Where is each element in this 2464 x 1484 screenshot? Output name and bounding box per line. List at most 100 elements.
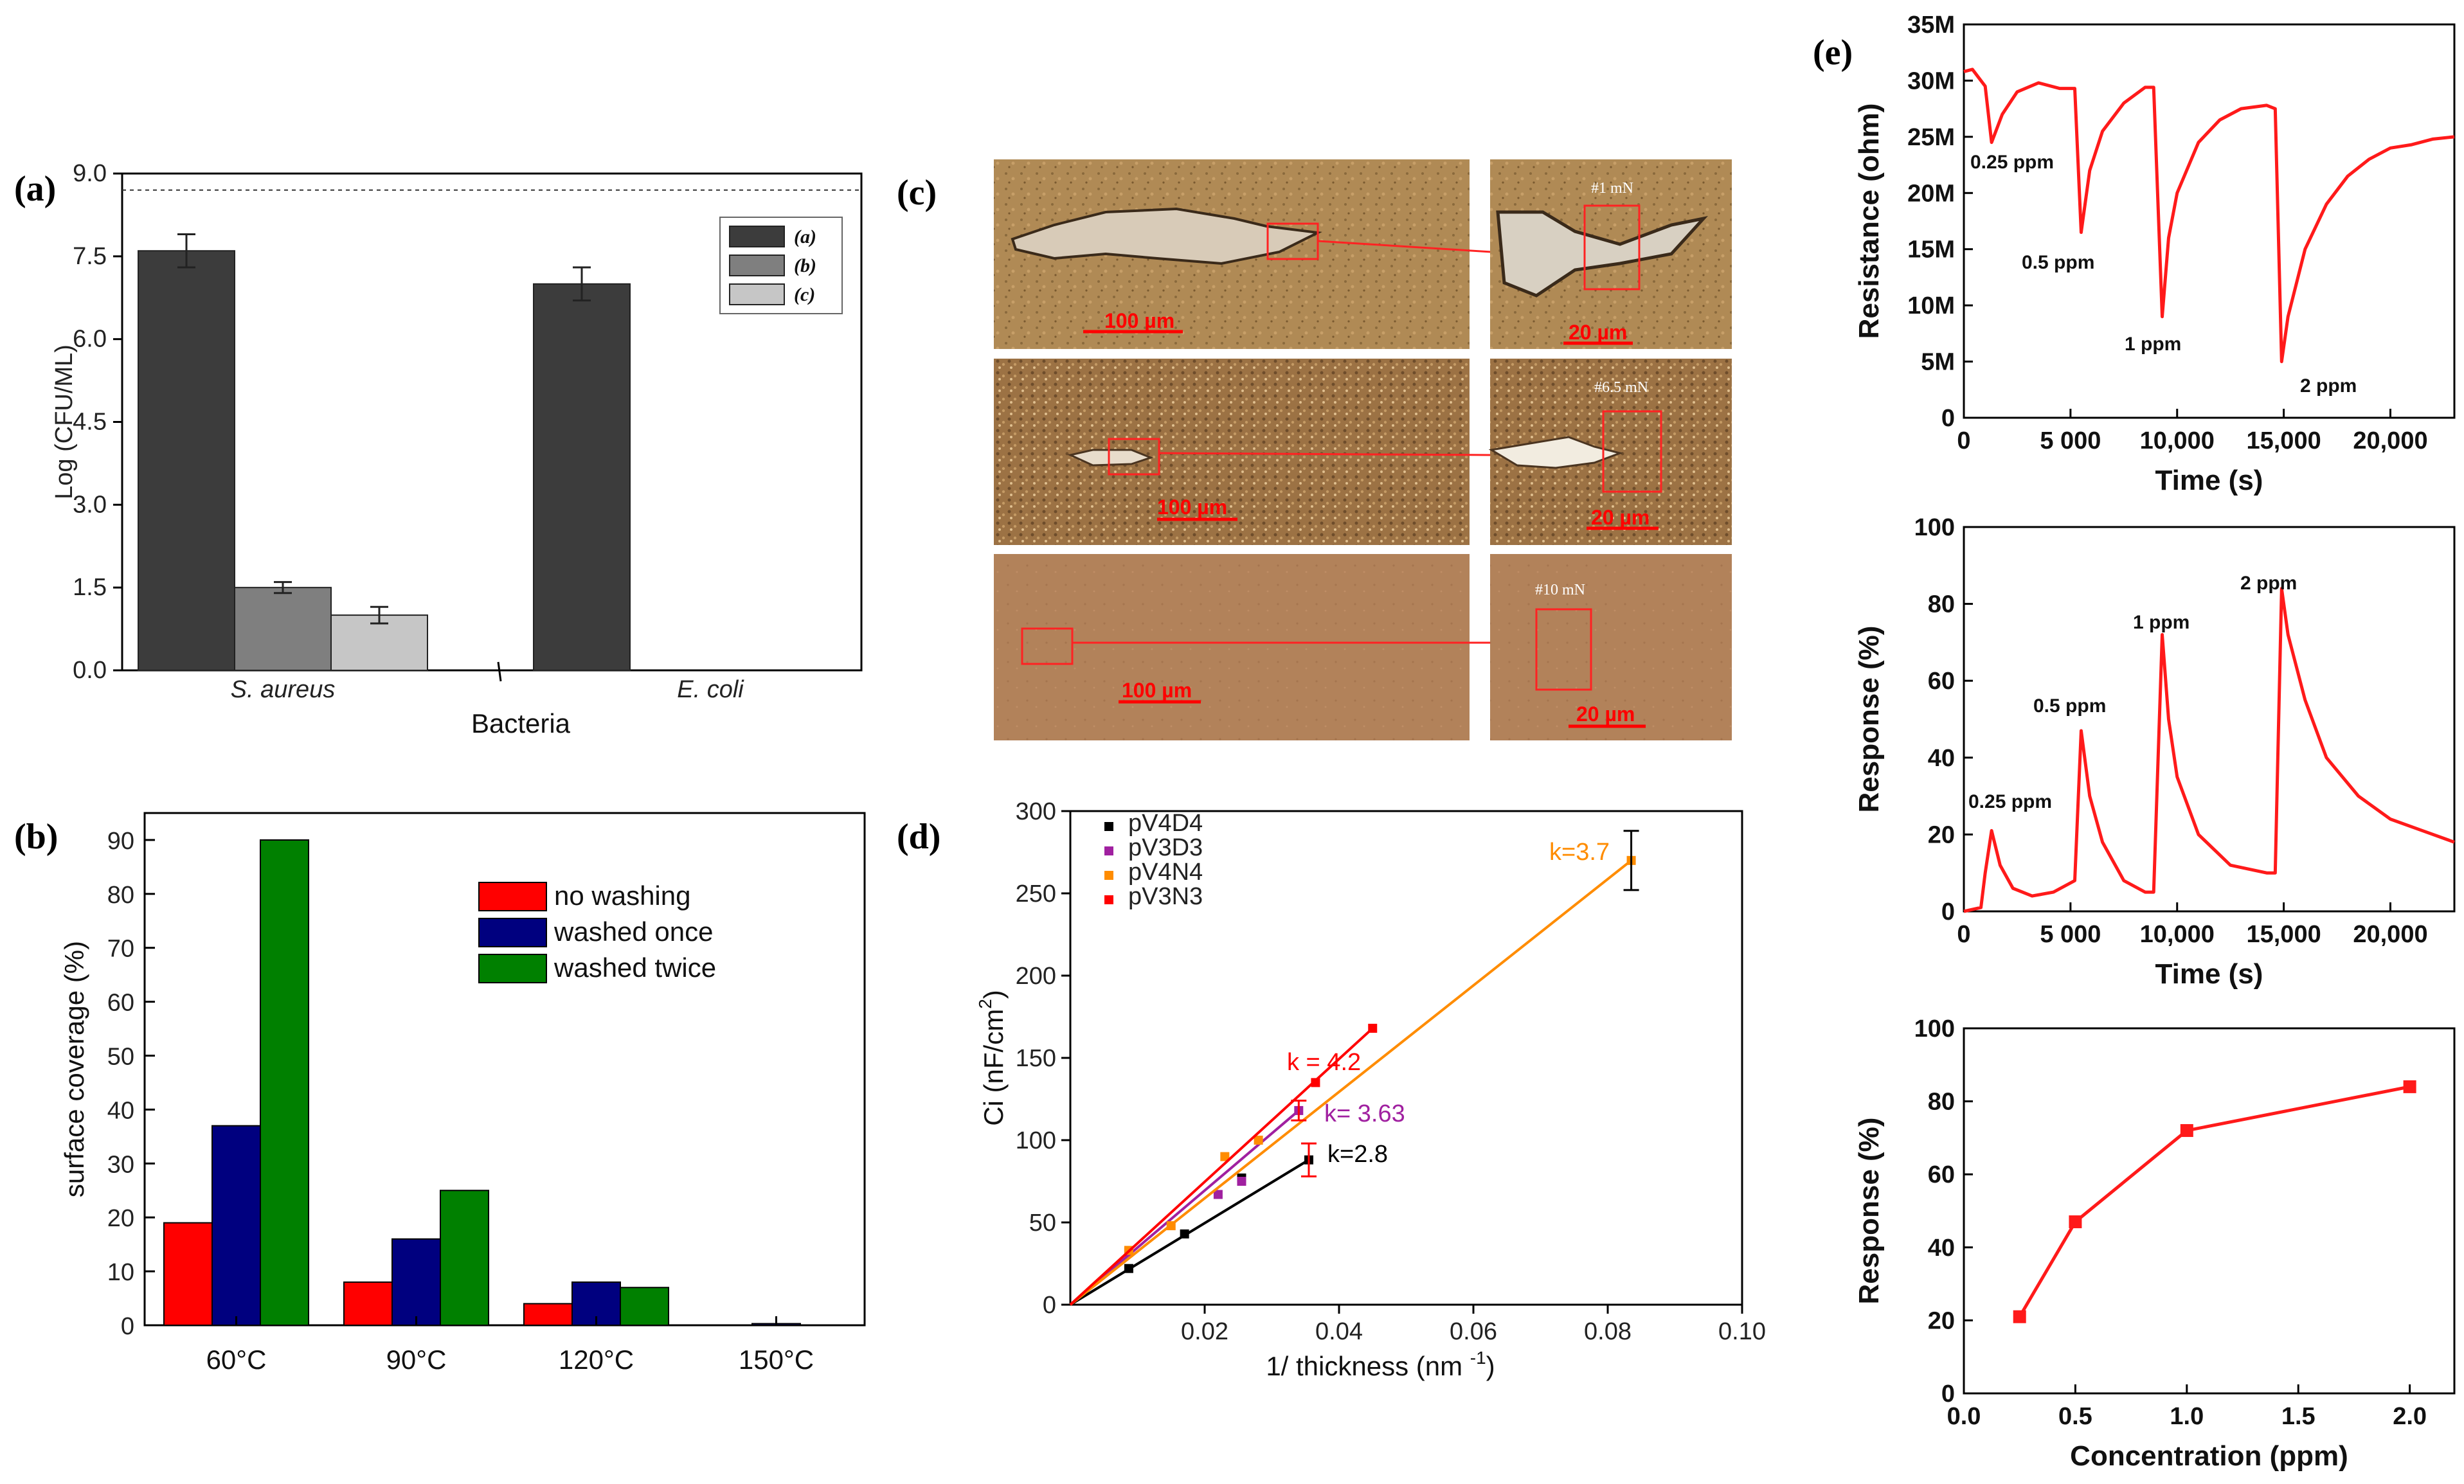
legend-label-a: (a) [794, 226, 816, 247]
panel-e-letter: (e) [1813, 33, 1853, 73]
legend-marker-d [1104, 822, 1113, 831]
y-tick-label-e1: 25M [1907, 124, 1955, 151]
legend-label-a: (b) [794, 255, 816, 276]
x-category-label-a: S. aureus [231, 676, 336, 703]
y-tick-label-a: 7.5 [73, 243, 107, 270]
point-d-pV4N4 [1254, 1136, 1263, 1145]
load-label-1: #1 mN [1591, 180, 1633, 197]
y-axis-label-e2: Response (%) [1853, 626, 1885, 813]
y-tick-label-d: 50 [1029, 1210, 1056, 1237]
panel-c-letter: (c) [897, 173, 937, 213]
zoom-region-3 [1535, 608, 1592, 691]
panel-d-letter: (d) [897, 817, 940, 857]
y-tick-label-e2: 80 [1928, 591, 1955, 618]
panel-a-letter: (a) [14, 169, 56, 209]
y-tick-label-b: 30 [107, 1151, 134, 1178]
annotation-e2: 1 ppm [2133, 612, 2190, 633]
bar-a-2 [234, 587, 332, 672]
legend-label-d: pV4D4 [1128, 810, 1203, 837]
series-line-e2 [1963, 587, 2455, 913]
legend-label-d: pV4N4 [1128, 859, 1203, 886]
bar-a-1 [138, 250, 235, 671]
scratch-zoom-2 [1488, 436, 1624, 469]
x-tick-label-e3: 1.0 [2170, 1403, 2204, 1430]
x-tick-label-e1: 5 000 [2040, 427, 2101, 454]
y-tick-label-e1: 10M [1907, 292, 1955, 319]
y-tick-label-e3: 40 [1928, 1235, 1955, 1262]
x-axis-label-a: Bacteria [471, 708, 571, 738]
scratch-track-1 [1011, 207, 1322, 265]
panel-b-letter: (b) [14, 817, 58, 857]
x-tick-label-d: 0.08 [1584, 1318, 1632, 1345]
x-axis-label-end: ) [1486, 1351, 1495, 1381]
chart-e3: 0 20 40 60 80 100 0.0 0.5 1.0 1.5 2.0 Concentration… [1853, 1015, 2456, 1472]
chart-e2: 0 20 40 60 80 100 0 5 000 10,000 15,000 20,000 Time… [1853, 514, 2456, 990]
point-e3 [2069, 1215, 2082, 1229]
plot-frame-b [143, 812, 866, 1327]
x-category-label-b: 120°C [559, 1345, 634, 1375]
legend-marker-d [1104, 895, 1113, 904]
zoom-line-1 [1317, 240, 1492, 253]
y-tick-label-e2: 0 [1941, 898, 1955, 925]
y-tick-label-b: 40 [107, 1097, 134, 1124]
y-axis-label-end: ) [978, 990, 1009, 999]
x-axis-label-sup: -1 [1470, 1348, 1486, 1368]
y-tick-label-e1: 30M [1907, 67, 1955, 94]
zoom-region-1 [1583, 204, 1641, 291]
fit-k-label-d: k=3.7 [1549, 839, 1610, 866]
plot-frame-e3 [1963, 1027, 2456, 1395]
x-tick-label-e2: 5 000 [2040, 921, 2101, 948]
x-tick-label-d: 0.10 [1718, 1318, 1766, 1345]
fit-k-label-d: k = 4.2 [1287, 1049, 1361, 1076]
zoom-region-2 [1602, 410, 1662, 493]
chart-e1: 0 5M 10M 15M 20M 25M 30M 35M 0 5 000 10,000 15,000 2… [1853, 12, 2456, 496]
x-category-label-b: 60°C [206, 1345, 267, 1375]
y-tick-label-e1: 35M [1907, 12, 1955, 39]
zoom-box-3 [1021, 627, 1074, 665]
y-tick-label-e1: 20M [1907, 180, 1955, 207]
axis-break-a [497, 661, 502, 682]
y-tick-label-e3: 20 [1928, 1307, 1955, 1334]
y-tick-label-e2: 40 [1928, 745, 1955, 772]
legend-swatch-b [478, 954, 547, 983]
x-tick-label-e2: 15,000 [2246, 921, 2321, 948]
scale-label-2-small: 20 µm [1591, 506, 1650, 529]
y-tick-label-e2: 60 [1928, 668, 1955, 695]
scale-label-1-large: 100 µm [1104, 309, 1174, 332]
annotation-e2: 0.25 ppm [1968, 791, 2052, 812]
scale-label-1-small: 20 µm [1569, 321, 1627, 344]
y-tick-label-a: 4.5 [73, 409, 107, 436]
y-axis-label-sup: 2 [975, 999, 995, 1009]
point-d-pV3N3 [1311, 1078, 1320, 1087]
point-d-pV4N4 [1220, 1152, 1230, 1161]
series-line-e1 [1963, 67, 2455, 364]
x-tick-label-e1: 20,000 [2353, 427, 2427, 454]
scale-label-2-large: 100 µm [1157, 496, 1227, 519]
chart-a: 0.0 1.5 3.0 4.5 6.0 7.5 9.0 Log (CFU/ML) Bacteri… [51, 160, 863, 738]
y-tick-label-e3: 80 [1928, 1089, 1955, 1116]
legend-marker-d [1104, 846, 1113, 855]
x-tick-label-e3: 0.0 [1947, 1403, 1981, 1430]
x-tick-label-e2: 10,000 [2140, 921, 2215, 948]
zoom-line-2 [1158, 452, 1492, 456]
y-tick-label-b: 90 [107, 828, 134, 855]
fit-k-label-d: k= 3.63 [1324, 1100, 1405, 1127]
x-tick-label-e1: 10,000 [2140, 427, 2215, 454]
scale-label-3-large: 100 µm [1122, 679, 1192, 702]
legend-label-d: pV3D3 [1128, 834, 1203, 861]
bar-b-no-washing [343, 1281, 393, 1326]
y-tick-label-a: 6.0 [73, 326, 107, 353]
x-tick-label-e3: 2.0 [2393, 1403, 2427, 1430]
annotation-e2: 0.5 ppm [2033, 695, 2106, 717]
micrograph-3-small [1490, 554, 1732, 740]
y-tick-label-a: 1.5 [73, 574, 107, 601]
bar-b-washed-twice [260, 839, 309, 1326]
point-e3 [2180, 1124, 2193, 1138]
bar-b-washed-once [391, 1238, 441, 1327]
y-tick-label-b: 70 [107, 936, 134, 963]
y-tick-label-d: 300 [1016, 798, 1056, 825]
y-tick-label-e3: 0 [1941, 1381, 1955, 1408]
legend-swatch-b [478, 918, 547, 947]
bar-b-washed-once [211, 1125, 261, 1326]
y-tick-label-d: 250 [1016, 881, 1056, 907]
